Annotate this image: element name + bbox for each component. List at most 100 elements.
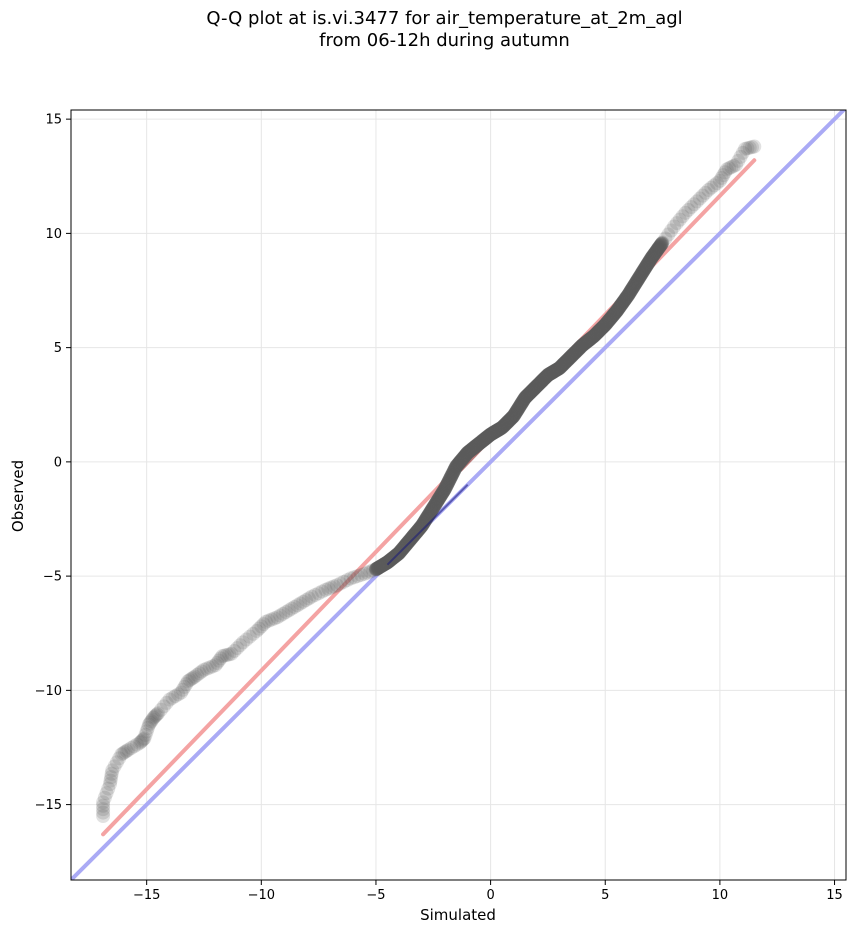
qq-point (384, 552, 399, 567)
qq-point (521, 387, 536, 402)
y-tick-label: 5 (54, 341, 62, 356)
qq-point (704, 180, 719, 195)
qq-point (624, 281, 639, 296)
qq-point (405, 529, 420, 544)
qq-point (476, 433, 491, 448)
qq-point (354, 567, 369, 582)
qq-point (524, 384, 539, 399)
x-axis: −15 −10 −5 0 5 10 15 (133, 880, 843, 903)
qq-point (637, 261, 652, 276)
qq-point (437, 483, 452, 498)
qq-point (554, 359, 569, 374)
qq-point (504, 411, 519, 426)
qq-point (486, 425, 501, 440)
qq-point (549, 363, 564, 378)
qq-point (512, 399, 527, 414)
qq-point (555, 358, 570, 373)
qq-point (438, 481, 453, 496)
qq-point (468, 439, 483, 454)
qq-point (545, 365, 560, 380)
qq-point (252, 621, 267, 636)
qq-point (451, 457, 466, 472)
qq-point (625, 280, 640, 295)
qq-point (462, 444, 477, 459)
qq-point (461, 444, 476, 459)
qq-point (139, 724, 154, 739)
qq-point (246, 626, 261, 641)
qq-point (617, 292, 632, 307)
qq-point (199, 661, 214, 676)
chart-title-line-2: from 06-12h during autumn (319, 30, 570, 51)
qq-point (667, 219, 682, 234)
qq-point (640, 256, 655, 271)
qq-point (430, 493, 445, 508)
qq-point (505, 410, 520, 425)
qq-point (493, 421, 508, 436)
qq-point (522, 386, 537, 401)
qq-point (249, 623, 264, 638)
y-tick-label: 0 (54, 455, 62, 470)
qq-point (190, 667, 205, 682)
qq-point (712, 173, 727, 188)
qq-point (612, 300, 627, 315)
qq-point (254, 619, 269, 634)
qq-point (744, 140, 759, 155)
qq-point (593, 322, 608, 337)
qq-point (640, 257, 655, 272)
qq-point (399, 537, 414, 552)
qq-point (211, 653, 226, 668)
qq-point (138, 727, 153, 742)
qq-point (456, 450, 471, 465)
qq-point (175, 682, 190, 697)
qq-point (143, 715, 158, 730)
qq-point (638, 260, 653, 275)
qq-point (525, 383, 540, 398)
qq-point (644, 251, 659, 266)
qq-point (530, 378, 545, 393)
qq-point (435, 485, 450, 500)
qq-point (374, 559, 389, 574)
qq-point (239, 632, 254, 647)
qq-point (379, 556, 394, 571)
qq-point (551, 361, 566, 376)
qq-point (628, 275, 643, 290)
qq-point (466, 441, 481, 456)
qq-point (96, 805, 111, 820)
qq-point (489, 423, 504, 438)
qq-point (168, 689, 183, 704)
qq-point (602, 313, 617, 328)
qq-point (403, 532, 418, 547)
qq-point (347, 570, 362, 585)
qq-point (336, 574, 351, 589)
qq-point (571, 342, 586, 357)
qq-point (489, 424, 504, 439)
qq-point (639, 258, 654, 273)
qq-point (630, 272, 645, 287)
qq-point (424, 503, 439, 518)
qq-point (481, 429, 496, 444)
qq-point (449, 459, 464, 474)
qq-point (414, 518, 429, 533)
qq-point (406, 528, 421, 543)
qq-point (441, 474, 456, 489)
qq-point (474, 435, 489, 450)
qq-point (565, 347, 580, 362)
qq-point (427, 498, 442, 513)
qq-point (478, 431, 493, 446)
qq-point (153, 702, 168, 717)
qq-point (270, 610, 285, 625)
qq-point (689, 194, 704, 209)
qq-point (529, 379, 544, 394)
qq-point (405, 530, 420, 545)
qq-point (490, 423, 505, 438)
qq-point (532, 376, 547, 391)
qq-point (710, 176, 725, 191)
qq-point (469, 438, 484, 453)
qq-point (287, 599, 302, 614)
qq-point (603, 311, 618, 326)
qq-point (617, 293, 632, 308)
qq-point (446, 465, 461, 480)
qq-point (605, 309, 620, 324)
qq-point (428, 497, 443, 512)
qq-point (557, 356, 572, 371)
